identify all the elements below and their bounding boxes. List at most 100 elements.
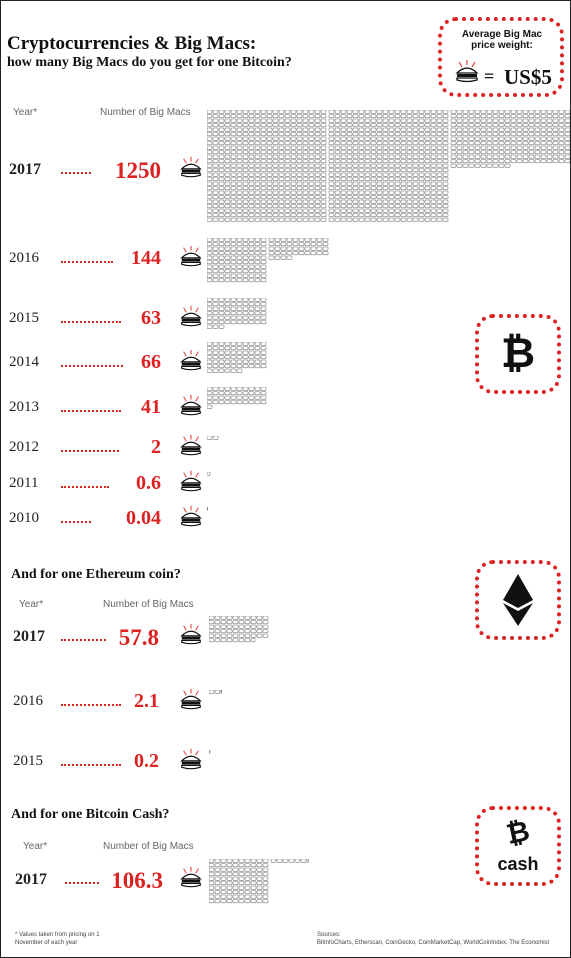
big-mac-mark — [218, 127, 225, 132]
big-mac-mark — [308, 172, 315, 177]
big-mac-mark — [370, 118, 377, 123]
big-mac-mark — [346, 163, 353, 168]
big-mac-mark — [302, 195, 309, 200]
big-mac-mark — [320, 204, 327, 209]
big-mac-mark — [218, 359, 225, 364]
big-mac-mark — [218, 181, 225, 186]
burger-icon — [179, 469, 203, 498]
big-mac-mark — [214, 885, 221, 890]
big-mac-mark — [284, 195, 291, 200]
big-mac-mark — [334, 159, 341, 164]
big-mac-mark — [370, 132, 377, 137]
big-mac-mark — [328, 141, 335, 146]
big-mac-mark — [340, 168, 347, 173]
big-mac-mark — [442, 132, 449, 137]
big-mac-mark — [224, 109, 231, 114]
big-mac-mark — [480, 114, 487, 119]
big-mac-mark — [290, 127, 297, 132]
big-mac-mark — [302, 186, 309, 191]
big-mac-mark — [424, 168, 431, 173]
big-mac-mark — [260, 168, 267, 173]
big-mac-mark — [412, 177, 419, 182]
big-mac-mark — [394, 136, 401, 141]
big-mac-mark — [328, 186, 335, 191]
big-mac-mark — [236, 145, 243, 150]
big-mac-mark — [254, 177, 261, 182]
big-mac-mark — [406, 127, 413, 132]
big-mac-mark — [290, 145, 297, 150]
big-mac-mark — [248, 213, 255, 218]
big-mac-pictogram — [208, 749, 211, 754]
big-mac-mark — [226, 867, 233, 872]
big-mac-mark — [406, 204, 413, 209]
big-mac-mark — [230, 199, 237, 204]
big-mac-mark — [268, 246, 275, 251]
big-mac-mark — [358, 114, 365, 119]
big-mac-mark — [352, 132, 359, 137]
big-mac-mark — [254, 350, 261, 355]
big-mac-mark — [352, 145, 359, 150]
big-mac-mark — [248, 278, 255, 283]
big-mac-mark — [260, 154, 267, 159]
big-mac-mark — [224, 320, 231, 325]
big-mac-mark — [340, 109, 347, 114]
big-mac-mark — [314, 109, 321, 114]
big-mac-mark — [266, 154, 273, 159]
big-mac-mark — [296, 127, 303, 132]
big-mac-mark — [418, 118, 425, 123]
big-mac-mark — [260, 109, 267, 114]
big-mac-mark — [254, 359, 261, 364]
big-mac-mark — [334, 181, 341, 186]
big-mac-bar — [208, 741, 215, 759]
big-mac-mark — [394, 204, 401, 209]
big-mac-mark — [218, 213, 225, 218]
big-mac-mark — [248, 217, 255, 222]
big-mac-mark — [218, 159, 225, 164]
big-mac-mark — [214, 881, 221, 886]
big-mac-mark — [232, 633, 239, 638]
big-mac-mark — [236, 123, 243, 128]
big-mac-mark — [462, 159, 469, 164]
big-mac-mark — [418, 127, 425, 132]
big-mac-mark — [418, 132, 425, 137]
big-mac-mark — [206, 386, 213, 391]
big-mac-mark — [346, 154, 353, 159]
big-mac-mark — [206, 320, 213, 325]
big-mac-mark — [376, 186, 383, 191]
year-label: 2012 — [9, 439, 39, 455]
big-mac-mark — [436, 208, 443, 213]
big-mac-pictogram — [206, 471, 211, 476]
big-mac-mark — [346, 199, 353, 204]
big-mac-mark — [254, 386, 261, 391]
big-mac-mark — [406, 109, 413, 114]
big-mac-mark — [284, 136, 291, 141]
big-mac-mark — [206, 237, 213, 242]
big-mac-mark — [418, 123, 425, 128]
big-mac-mark — [218, 150, 225, 155]
big-mac-mark — [248, 118, 255, 123]
big-mac-mark — [242, 172, 249, 177]
big-mac-mark — [262, 633, 269, 638]
big-mac-mark — [388, 190, 395, 195]
big-mac-mark — [206, 471, 211, 476]
big-mac-mark — [284, 186, 291, 191]
big-mac-mark — [436, 154, 443, 159]
big-mac-mark — [516, 145, 523, 150]
big-mac-mark — [436, 168, 443, 173]
big-mac-mark — [442, 118, 449, 123]
big-mac-mark — [218, 368, 225, 373]
big-mac-mark — [282, 858, 289, 863]
big-mac-mark — [534, 109, 541, 114]
big-mac-mark — [522, 150, 529, 155]
big-mac-mark — [364, 132, 371, 137]
big-mac-mark — [212, 172, 219, 177]
big-mac-mark — [212, 355, 219, 360]
big-mac-mark — [284, 204, 291, 209]
big-mac-mark — [254, 195, 261, 200]
big-mac-mark — [510, 127, 517, 132]
big-mac-mark — [346, 181, 353, 186]
big-mac-mark — [260, 141, 267, 146]
big-mac-mark — [206, 255, 213, 260]
big-mac-mark — [382, 195, 389, 200]
big-mac-mark — [522, 132, 529, 137]
